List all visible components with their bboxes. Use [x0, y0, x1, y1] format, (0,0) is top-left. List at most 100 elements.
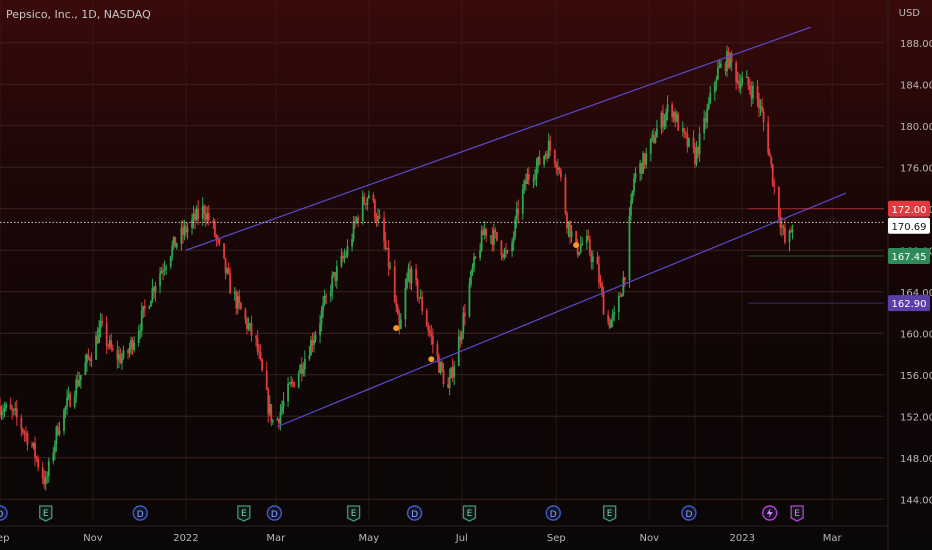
candle-body	[34, 442, 36, 458]
candle-body	[226, 268, 228, 273]
candle-body	[500, 240, 503, 256]
candle-body	[460, 333, 463, 341]
candle-body	[261, 359, 264, 371]
candle-body	[224, 257, 227, 273]
candle-body	[724, 63, 727, 72]
candle-body	[181, 227, 184, 235]
candle-body	[596, 256, 599, 265]
candle-body	[3, 408, 6, 412]
candle-body	[111, 348, 114, 350]
candle-body	[656, 128, 658, 138]
dividend-event-icon[interactable]	[545, 505, 561, 521]
candle-body	[310, 339, 312, 356]
candle-body	[406, 278, 408, 288]
candle-body	[31, 445, 33, 447]
event-letter: E	[794, 509, 800, 519]
candle-body	[15, 408, 18, 418]
candle-body	[239, 302, 242, 310]
candle-body	[206, 213, 209, 220]
lightning-glyph	[766, 508, 773, 518]
candle-body	[707, 102, 710, 109]
candle-body	[735, 62, 738, 82]
dividend-event-icon[interactable]	[266, 505, 283, 521]
price-label-text: 170.69	[892, 222, 927, 233]
dividend-marker[interactable]	[428, 356, 435, 363]
candle-body	[698, 133, 701, 155]
x-tick-label: 2022	[173, 533, 198, 544]
price-label-162-90[interactable]	[888, 295, 930, 312]
candle-body	[378, 215, 381, 219]
earnings-event-icon[interactable]	[346, 505, 361, 522]
dividend-event-icon[interactable]	[681, 505, 697, 521]
dividend-event-icon[interactable]	[406, 505, 423, 521]
candle-body	[384, 241, 387, 249]
candle-body	[255, 335, 257, 338]
y-tick-label: 188.00	[900, 39, 932, 50]
symbol-header[interactable]: Pepsico, Inc., 1D, NASDAQ	[6, 8, 151, 21]
price-label-170-69[interactable]	[888, 217, 930, 234]
candle-body	[37, 458, 40, 467]
candle-body	[602, 291, 605, 315]
earnings-event-icon[interactable]	[39, 505, 53, 522]
candle-body	[651, 134, 654, 139]
candle-body	[203, 206, 206, 215]
candle-body	[559, 170, 562, 178]
candle-body	[738, 80, 741, 89]
earnings-event-icon[interactable]	[603, 505, 617, 522]
candle-body	[387, 247, 390, 268]
candle-body	[366, 198, 369, 205]
candle-body	[258, 351, 261, 353]
price-label-167-45[interactable]	[888, 247, 930, 264]
x-tick-label: Sep	[0, 533, 9, 544]
candle-body	[436, 344, 439, 357]
candle-body	[63, 409, 65, 431]
candle-body	[98, 328, 100, 344]
dividend-marker[interactable]	[573, 242, 580, 249]
y-tick-label: 180.00	[900, 122, 932, 133]
candle-body	[534, 178, 536, 180]
price-label-172-00[interactable]	[888, 200, 930, 217]
candle-body	[73, 396, 76, 407]
candle-body	[122, 350, 125, 358]
earnings-event-icon[interactable]	[237, 505, 251, 522]
candle-body	[131, 339, 134, 350]
candle-body	[622, 277, 625, 295]
candle-body	[105, 322, 108, 346]
candle-body	[140, 310, 143, 331]
candle-body	[713, 82, 716, 93]
candle-body	[544, 154, 547, 156]
event-letter: D	[685, 510, 692, 520]
dividend-event-icon[interactable]	[0, 505, 8, 521]
earnings-event-icon[interactable]	[790, 505, 804, 522]
candle-body	[288, 383, 291, 385]
x-tick-label: May	[358, 533, 379, 544]
candle-body	[201, 206, 204, 219]
candle-body	[570, 231, 573, 238]
candle-body	[645, 153, 648, 165]
earnings-event-icon[interactable]	[462, 505, 477, 522]
candle-body	[654, 137, 657, 143]
candle-body	[537, 156, 539, 167]
candle-body	[438, 356, 440, 373]
candle-body	[79, 374, 82, 381]
candle-body	[41, 466, 44, 479]
candle-body	[555, 163, 558, 168]
candle-body	[491, 235, 494, 245]
event-letter: E	[43, 509, 49, 519]
candle-body	[553, 150, 556, 164]
candle-body	[235, 292, 238, 309]
trend-channel-line[interactable]	[277, 192, 847, 428]
candle-body	[587, 235, 590, 240]
trend-channel-line[interactable]	[185, 26, 812, 251]
candle-body	[183, 225, 186, 235]
candle-body	[197, 208, 200, 219]
candle-body	[404, 287, 407, 320]
candle-body	[287, 383, 289, 402]
candle-body	[238, 296, 241, 303]
dividend-marker[interactable]	[393, 325, 400, 332]
candle-body	[265, 370, 268, 390]
candle-body	[468, 284, 471, 317]
candle-body	[329, 292, 332, 297]
dividend-event-icon[interactable]	[132, 505, 148, 521]
